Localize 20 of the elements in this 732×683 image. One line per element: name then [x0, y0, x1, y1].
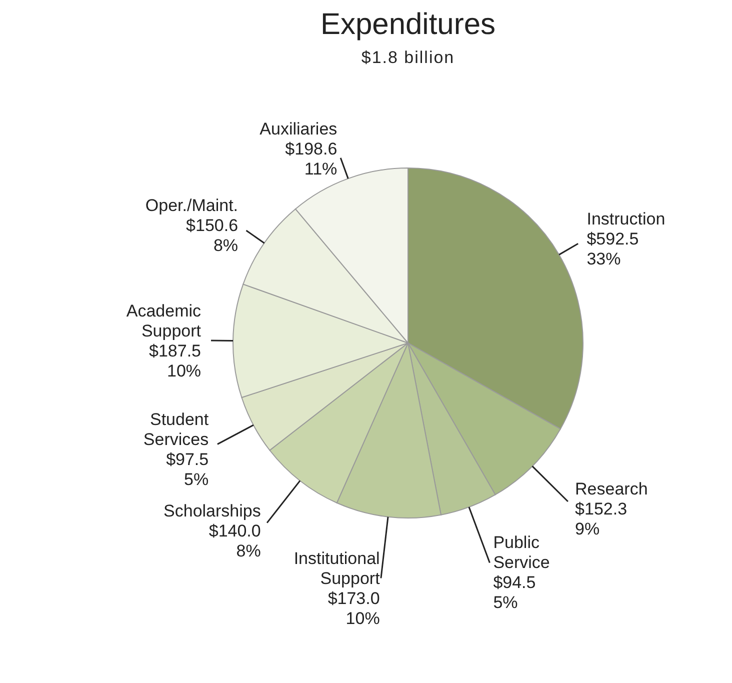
data-label: $592.5 33%	[586, 229, 639, 268]
chart-title: Expenditures	[319, 8, 497, 42]
slice-label: Scholarships	[164, 501, 261, 520]
slice-label: Public Service	[493, 532, 550, 572]
slice-label: Institutional Support	[294, 548, 380, 588]
data-label: $198.6 11%	[285, 138, 338, 178]
data-label: $187.5 10%	[149, 340, 202, 380]
data-label: $97.5 5%	[166, 449, 209, 488]
slice-label: Academic Support	[126, 300, 202, 340]
slice-label: Research	[575, 479, 648, 498]
data-label: $173.0 10%	[328, 588, 380, 628]
slice-label: Student Services	[143, 409, 209, 448]
data-label: $152.3 9%	[575, 499, 628, 538]
data-label: $150.6 8%	[186, 215, 238, 254]
data-label: $140.0 8%	[208, 521, 261, 560]
slice-label: Instruction	[586, 209, 666, 228]
slice-label: Auxiliaries	[260, 118, 338, 138]
slice-label: Oper./Maint.	[145, 195, 238, 214]
data-label: $94.5 5%	[493, 572, 536, 612]
chart-subtitle: $1.8 billion	[360, 48, 456, 68]
